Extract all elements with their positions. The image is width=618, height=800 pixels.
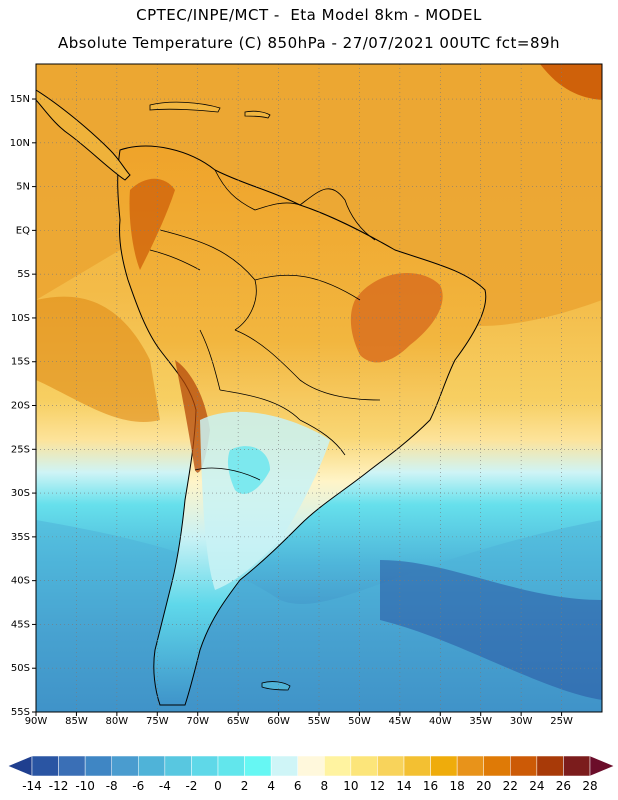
colorbar-swatch xyxy=(84,755,112,777)
lat-label: 55S xyxy=(11,707,30,718)
colorbar-label: -10 xyxy=(75,779,95,793)
lon-label: 40W xyxy=(429,716,452,727)
colorbar-swatch xyxy=(483,755,511,777)
pacific-warm-tongue xyxy=(36,296,160,422)
colorbar-label: 24 xyxy=(529,779,544,793)
colorbar-label: 0 xyxy=(214,779,222,793)
lat-lon-grid xyxy=(36,64,602,712)
colorbar-swatch xyxy=(350,755,378,777)
deep-cold-pool xyxy=(380,560,602,700)
colorbar-label: 4 xyxy=(267,779,275,793)
colorbar-label: -6 xyxy=(132,779,144,793)
colorbar-swatch xyxy=(111,755,139,777)
colorbar-swatch xyxy=(456,755,484,777)
colorbar-label: 16 xyxy=(423,779,438,793)
lat-label: EQ xyxy=(16,225,30,236)
country-borders xyxy=(149,169,381,481)
longitude-axis: 90W 85W 80W 75W 70W 65W 60W 55W 50W 45W 40W 35W 30W 2… xyxy=(25,712,573,727)
colorbar-label: 20 xyxy=(476,779,491,793)
falkland-islands xyxy=(261,681,291,691)
map-subtitle: Absolute Temperature (C) 850hPa - 27/07/… xyxy=(57,34,561,52)
colorbar-swatch xyxy=(270,755,298,777)
lon-label: 60W xyxy=(267,716,290,727)
lat-label: 5N xyxy=(16,182,30,193)
colorbar-swatch xyxy=(138,755,166,777)
colorbar-min-arrow xyxy=(7,755,33,777)
colorbar-label: -8 xyxy=(106,779,118,793)
caribbean-islands xyxy=(149,101,221,113)
colorbar-label: 10 xyxy=(343,779,358,793)
colorbar-swatch xyxy=(510,755,538,777)
colorbar-swatch xyxy=(536,755,564,777)
lon-label: 50W xyxy=(348,716,371,727)
caribbean-islands-east xyxy=(244,110,271,119)
colorbar-swatch xyxy=(244,755,272,777)
colorbar-label: -4 xyxy=(159,779,171,793)
lon-label: 75W xyxy=(146,716,169,727)
colorbar-swatch xyxy=(164,755,192,777)
lat-label: 40S xyxy=(11,576,30,587)
lon-label: 30W xyxy=(510,716,533,727)
colorbar-label: 14 xyxy=(396,779,411,793)
colorbar-label: 26 xyxy=(556,779,571,793)
colorbar-swatch xyxy=(430,755,458,777)
colorbar-label: -12 xyxy=(49,779,69,793)
colorbar-label: 6 xyxy=(294,779,302,793)
lat-label: 30S xyxy=(11,488,30,499)
colorbar-swatch xyxy=(403,755,431,777)
lon-label: 55W xyxy=(308,716,331,727)
lon-label: 25W xyxy=(550,716,573,727)
central-america-land xyxy=(36,89,131,181)
lon-label: 45W xyxy=(389,716,412,727)
colorbar-label: 18 xyxy=(450,779,465,793)
lat-label: 15S xyxy=(11,357,30,368)
colorbar-label: 8 xyxy=(320,779,328,793)
colorbar-swatch xyxy=(297,755,325,777)
colorbar-swatch xyxy=(377,755,405,777)
lon-label: 35W xyxy=(469,716,492,727)
lon-label: 65W xyxy=(227,716,250,727)
colorbar-swatch xyxy=(58,755,86,777)
cold-pocket-argentina xyxy=(227,446,270,494)
map-title: CPTEC/INPE/MCT - Eta Model 8km - MODEL xyxy=(136,6,482,24)
lat-label: 10N xyxy=(10,138,30,149)
colorbar-swatch xyxy=(31,755,59,777)
lat-label: 20S xyxy=(11,401,30,412)
lat-label: 50S xyxy=(11,663,30,674)
colorbar-swatch xyxy=(324,755,352,777)
lon-label: 70W xyxy=(186,716,209,727)
latitude-axis: 15N 10N 5N EQ 5S 10S 15S 20S 25S 30S 35S 40S 45S 50S 5… xyxy=(10,94,36,718)
warm-north-ocean xyxy=(36,64,602,326)
andes-north-hot xyxy=(129,178,175,270)
colorbar: -14 -12 -10 -8 -6 -4 -2 0 2 4 6 8 10 12 14 16 18 20 22 24 26… xyxy=(7,755,615,793)
colorbar-label: 2 xyxy=(241,779,249,793)
lat-label: 25S xyxy=(11,444,30,455)
colorbar-max-arrow xyxy=(589,755,615,777)
lat-label: 15N xyxy=(10,94,30,105)
lon-label: 85W xyxy=(65,716,88,727)
colorbar-label: 22 xyxy=(503,779,518,793)
colorbar-label: -2 xyxy=(185,779,197,793)
colorbar-swatch xyxy=(563,755,591,777)
lon-label: 80W xyxy=(106,716,129,727)
lat-label: 35S xyxy=(11,532,30,543)
lat-label: 10S xyxy=(11,313,30,324)
hot-spot-ne xyxy=(540,64,602,100)
lat-label: 45S xyxy=(11,619,30,630)
colorbar-swatch xyxy=(217,755,245,777)
colorbar-swatch xyxy=(191,755,219,777)
lat-label: 5S xyxy=(17,269,30,280)
colorbar-label: 12 xyxy=(370,779,385,793)
lon-label: 90W xyxy=(25,716,48,727)
colorbar-label: 28 xyxy=(582,779,597,793)
colorbar-label: -14 xyxy=(22,779,42,793)
map-field xyxy=(36,64,602,712)
